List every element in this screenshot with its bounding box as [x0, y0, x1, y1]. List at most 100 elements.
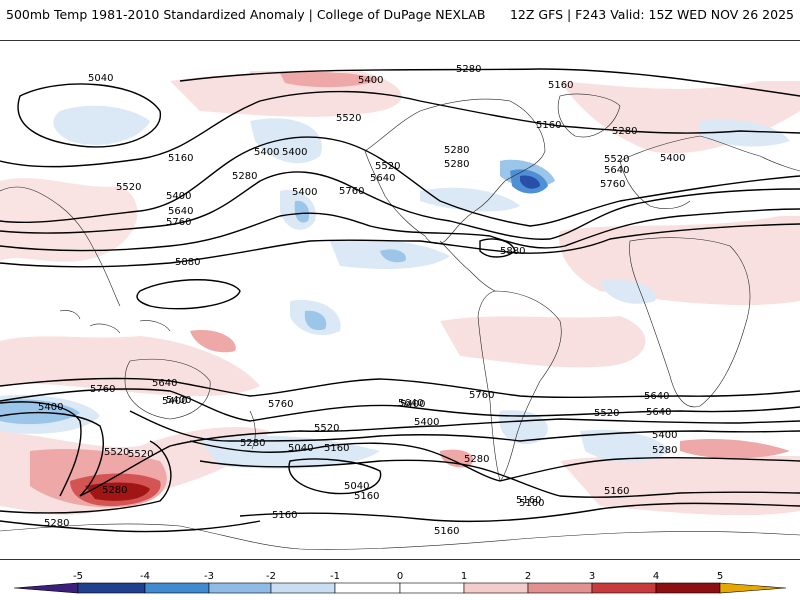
cold-anomaly-area	[700, 119, 790, 147]
colorbar-tick-label: -4	[140, 571, 150, 582]
map-title: 500mb Temp 1981-2010 Standardized Anomal…	[6, 7, 486, 22]
contour-label: 5040	[288, 443, 313, 454]
warm-anomaly-area	[680, 439, 790, 459]
contour-label: 5040	[344, 481, 369, 492]
cold-anomaly-area	[294, 200, 310, 223]
contour-label: 5400	[282, 147, 307, 158]
contour-label: 5520	[128, 449, 153, 460]
contour-5640	[0, 388, 800, 422]
coastline-antarctica	[0, 523, 800, 550]
contour-label: 5280	[456, 64, 481, 75]
contour-5400	[0, 136, 800, 227]
height-contours	[0, 68, 800, 533]
contour-label: 5160	[272, 510, 297, 521]
contour-label: 5160	[324, 443, 349, 454]
warm-anomaly-area	[0, 336, 260, 396]
colorbar-segment	[208, 582, 272, 594]
colorbar-tick-label: -1	[330, 571, 340, 582]
coastline-europe	[619, 135, 800, 210]
anomaly-map: 5040 5400 5280 5160 5520 5160 5280 5400 …	[0, 40, 800, 560]
coastline-new-zealand	[249, 410, 256, 450]
contour-5760	[0, 223, 800, 268]
warm-anomaly-area	[559, 216, 800, 306]
colorbar-segment	[463, 582, 529, 594]
contour-5880	[136, 279, 241, 310]
contour-label: 5160	[354, 491, 379, 502]
contour-label: 5280	[652, 445, 677, 456]
colorbar-tick-label: 0	[397, 571, 403, 582]
cold-anomaly-area	[580, 429, 670, 463]
colorbar-segment	[334, 582, 401, 594]
contour-label: 5520	[314, 423, 339, 434]
cold-anomaly-area	[250, 118, 322, 164]
contour-5280	[179, 68, 800, 97]
cold-anomaly-area	[420, 187, 520, 212]
contour-label: 5280	[444, 159, 469, 170]
contour-label: 5640	[398, 398, 423, 409]
strongest-cold-anomaly	[520, 175, 540, 189]
coastline-islands	[59, 310, 171, 334]
contour-label: 5280	[612, 126, 637, 137]
contour-5040	[17, 83, 161, 148]
coastlines	[0, 93, 800, 550]
anomaly-colorbar: -5 -4 -3 -2 -1 0 1 2 3 4 5	[13, 571, 787, 594]
colorbar-segment	[719, 582, 787, 594]
contour-label: 5520	[375, 161, 400, 172]
contour-label: 5160	[434, 526, 459, 537]
contour-labels: 5040 5400 5280 5160 5520 5160 5280 5400 …	[38, 64, 685, 537]
colorbar-segment	[77, 582, 146, 594]
contour-5880	[479, 238, 516, 258]
contour-label: 5160	[519, 498, 544, 509]
colorbar-segment	[13, 582, 79, 594]
contour-label: 5400	[414, 417, 439, 428]
contour-label: 5640	[152, 378, 177, 389]
contour-label: 5760	[339, 186, 364, 197]
contour-label: 5640	[646, 407, 671, 418]
contour-label: 5160	[168, 153, 193, 164]
coastline-australia	[124, 358, 211, 420]
strongest-warm-anomaly	[85, 482, 150, 501]
contour-label: 5160	[536, 120, 561, 131]
contour-label: 5760	[600, 179, 625, 190]
cold-anomaly-area	[499, 410, 548, 445]
colorbar-segment	[144, 582, 210, 594]
contour-label: 5760	[166, 217, 191, 228]
coastline-north-america	[364, 98, 546, 245]
contour-label: 5640	[644, 391, 669, 402]
contour-label: 5160	[604, 486, 629, 497]
contour-5160	[199, 459, 800, 498]
contour-5280	[0, 440, 800, 514]
cold-anomaly-area	[600, 279, 656, 304]
contour-label: 5640	[370, 173, 395, 184]
header: 500mb Temp 1981-2010 Standardized Anomal…	[0, 0, 800, 32]
contour-label: 5400	[166, 395, 191, 406]
model-valid-time: 12Z GFS | F243 Valid: 15Z WED NOV 26 202…	[509, 7, 794, 22]
colorbar-segment	[270, 582, 336, 594]
contour-label: 5280	[240, 438, 265, 449]
contour-5640	[0, 208, 800, 252]
cold-anomaly-area	[0, 399, 80, 425]
contour-label: 5760	[469, 390, 494, 401]
cold-anomaly-area	[380, 249, 406, 263]
colorbar-tick-label: 3	[589, 571, 595, 582]
colorbar-segment	[399, 582, 465, 594]
contour-label: 5760	[268, 399, 293, 410]
anomaly-shading	[0, 70, 800, 516]
colorbar-segment	[591, 582, 657, 594]
warm-anomaly-area	[440, 316, 646, 368]
contour-label: 5160	[516, 495, 541, 506]
cold-anomaly-area	[304, 310, 327, 331]
contour-label: 5400	[166, 191, 191, 202]
contour-label: 5280	[102, 485, 127, 496]
contour-label: 5520	[116, 182, 141, 193]
contour-5520	[0, 411, 800, 497]
contour-label: 5160	[548, 80, 573, 91]
contour-label: 5760	[90, 384, 115, 395]
contour-label: 5880	[175, 257, 200, 268]
colorbar-tick-label: 4	[653, 571, 659, 582]
contour-5160	[239, 502, 800, 523]
coastline-central-america	[439, 240, 496, 292]
colorbar-tick-label: 1	[461, 571, 467, 582]
warm-anomaly-area	[190, 330, 236, 353]
contour-label: 5400	[162, 396, 187, 407]
